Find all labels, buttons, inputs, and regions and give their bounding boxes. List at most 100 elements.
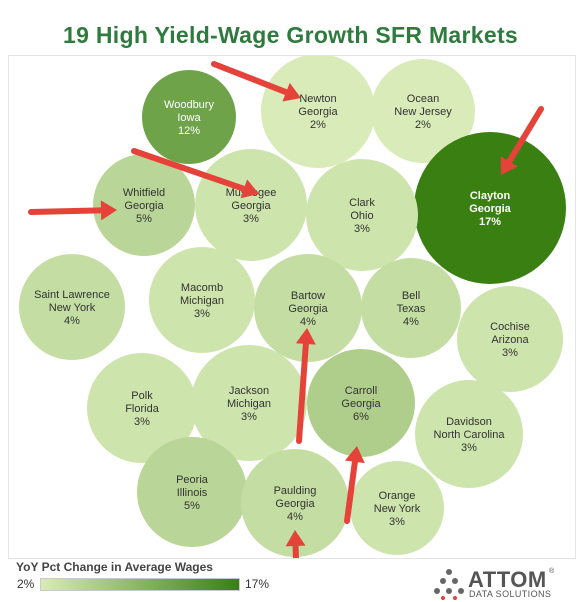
- bubble-label-region: Georgia: [288, 303, 328, 315]
- bubble-mark[interactable]: [414, 132, 566, 284]
- bubble-label-region: New York: [374, 503, 421, 515]
- bubble-mark[interactable]: [350, 461, 444, 555]
- bubble-mark[interactable]: [306, 159, 418, 271]
- bubble-mark[interactable]: [93, 154, 195, 256]
- logo-subtitle: DATA SOLUTIONS: [469, 589, 552, 599]
- arrow-shaft: [292, 542, 299, 558]
- bubble-label-region: New York: [49, 302, 96, 314]
- bubble-mark[interactable]: [254, 254, 362, 362]
- bubble-label-value: 3%: [194, 308, 210, 320]
- bubble-label-name: Jackson: [229, 385, 269, 397]
- bubble-label-region: Iowa: [177, 112, 201, 124]
- arrow-shaft: [211, 61, 290, 96]
- bubble-label-value: 12%: [178, 125, 200, 137]
- bubble-label-name: Clark: [349, 197, 375, 209]
- bubble-label-value: 3%: [243, 213, 259, 225]
- arrow-shaft: [506, 106, 544, 165]
- bubble-mark[interactable]: [371, 59, 475, 163]
- annotation-arrow: [131, 148, 259, 199]
- bubble-label-name: Whitfield: [123, 187, 165, 199]
- bubble-mark[interactable]: [191, 345, 307, 461]
- bubble-mark[interactable]: [241, 449, 349, 557]
- bubble-label-name: Woodbury: [164, 99, 214, 111]
- bubble-label-region: Michigan: [227, 398, 271, 410]
- bubble-muscogee[interactable]: MuscogeeGeorgia3%: [195, 149, 307, 261]
- bubble-label-region: Georgia: [469, 203, 511, 215]
- bubble-mark[interactable]: [415, 380, 523, 488]
- bubble-mark[interactable]: [361, 258, 461, 358]
- bubble-label-name: Carroll: [345, 385, 377, 397]
- bubble-label-name: Orange: [379, 490, 416, 502]
- arrow-head: [295, 328, 316, 345]
- arrow-shaft: [28, 207, 105, 215]
- bubble-label-value: 3%: [461, 442, 477, 454]
- bubble-label-value: 3%: [502, 347, 518, 359]
- arrow-head: [282, 82, 301, 102]
- arrow-shaft: [344, 458, 358, 524]
- bubble-label-value: 4%: [64, 315, 80, 327]
- arrow-head: [500, 156, 518, 175]
- annotation-arrow: [285, 530, 306, 558]
- bubble-label-value: 4%: [287, 511, 303, 523]
- bubble-mark[interactable]: [195, 149, 307, 261]
- bubble-label-region: Florida: [125, 403, 160, 415]
- legend-max-label: 17%: [245, 577, 270, 591]
- chart-title: 19 High Yield-Wage Growth SFR Markets: [63, 22, 518, 48]
- bubble-label-region: Illinois: [177, 487, 208, 499]
- bubble-label-name: Saint Lawrence: [34, 289, 110, 301]
- annotation-arrow: [295, 328, 316, 444]
- bubble-label-value: 2%: [310, 119, 326, 131]
- bubble-mark[interactable]: [457, 286, 563, 392]
- bubble-mark[interactable]: [307, 349, 415, 457]
- bubble-label-value: 5%: [136, 213, 152, 225]
- bubble-label-region: Georgia: [231, 200, 271, 212]
- bubble-mark[interactable]: [19, 254, 125, 360]
- bubble-label-value: 3%: [134, 416, 150, 428]
- bubble-mark[interactable]: [149, 247, 255, 353]
- bubble-label-name: Polk: [131, 390, 153, 402]
- bubble-label-region: Georgia: [124, 200, 164, 212]
- bubble-label-region: Georgia: [298, 106, 338, 118]
- bubble-mark[interactable]: [87, 353, 197, 463]
- bubble-label-value: 3%: [241, 411, 257, 423]
- bubble-label-value: 2%: [415, 119, 431, 131]
- bubble-label-name: Cochise: [490, 321, 530, 333]
- arrow-head: [285, 530, 306, 547]
- bubble-label-region: Texas: [397, 303, 426, 315]
- legend-gradient-bar: [40, 578, 240, 591]
- arrow-head: [100, 200, 117, 221]
- bubble-mark[interactable]: [142, 70, 236, 164]
- bubble-label-value: 17%: [479, 216, 501, 228]
- logo-registered-mark: ®: [549, 568, 555, 575]
- bubble-label-name: Macomb: [181, 282, 223, 294]
- bubble-label-name: Bartow: [291, 290, 325, 302]
- bubble-label-region: Ohio: [350, 210, 373, 222]
- legend-title: YoY Pct Change in Average Wages: [16, 560, 213, 574]
- bubble-label-value: 5%: [184, 500, 200, 512]
- arrow-layer: [28, 61, 544, 558]
- bubble-mark[interactable]: [137, 437, 247, 547]
- bubble-label-value: 4%: [300, 316, 316, 328]
- bubble-label-region: New Jersey: [394, 106, 452, 118]
- bubble-label-name: Ocean: [407, 93, 439, 105]
- arrow-head: [240, 179, 259, 199]
